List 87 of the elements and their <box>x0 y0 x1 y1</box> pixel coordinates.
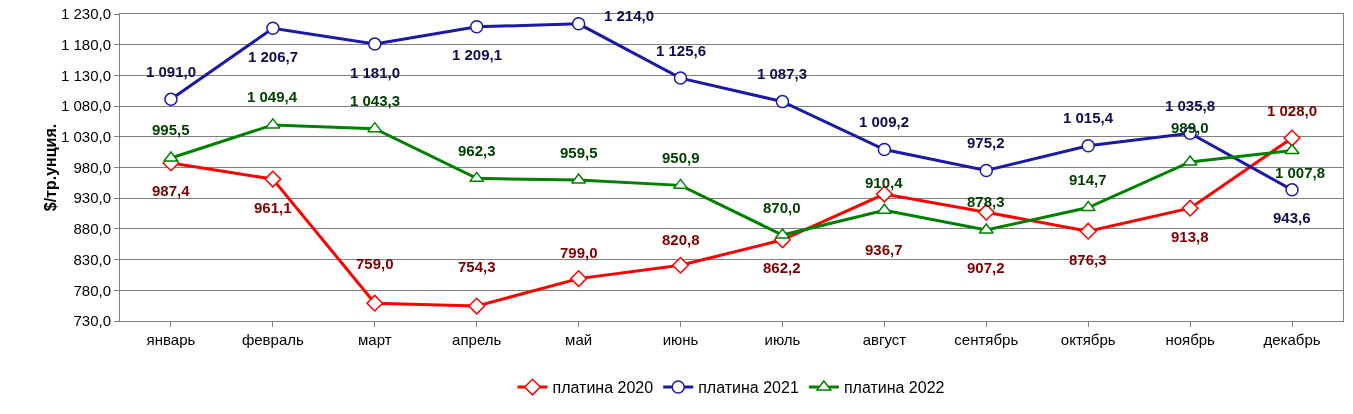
data-label: 987,4 <box>152 182 191 199</box>
y-tick-label: 930,0 <box>73 189 111 207</box>
point <box>571 17 586 31</box>
point <box>1080 200 1096 212</box>
data-label: 1 009,2 <box>859 113 910 130</box>
data-label: 1 091,0 <box>146 63 197 80</box>
x-tick-label: июнь <box>662 331 699 348</box>
point <box>164 92 178 107</box>
data-label: 1 007,8 <box>1275 164 1326 181</box>
point <box>673 71 688 85</box>
point <box>469 171 485 183</box>
x-tick-label: июль <box>764 331 801 348</box>
data-label: 962,3 <box>458 142 496 159</box>
y-axis-title: $/тр.унция. <box>41 123 59 212</box>
x-tick-label: февраль <box>241 331 305 348</box>
data-label: 820,8 <box>662 231 700 248</box>
data-label: 995,5 <box>152 121 190 138</box>
data-label: 754,3 <box>458 258 496 275</box>
y-tick-label: 880,0 <box>73 220 111 238</box>
data-label: 943,6 <box>1273 209 1311 226</box>
data-label: 1 209,1 <box>452 46 503 63</box>
data-label: 910,4 <box>865 174 904 191</box>
x-tick-label: март <box>358 331 392 348</box>
data-label: 1 049,4 <box>247 88 298 105</box>
data-label: 1 206,7 <box>248 48 299 65</box>
point <box>264 170 282 188</box>
y-tick-label: 780,0 <box>73 281 111 299</box>
data-label: 1 214,0 <box>604 7 655 24</box>
data-label: 1 028,0 <box>1267 102 1318 119</box>
y-tick-label: 730,0 <box>73 312 111 330</box>
data-label: 961,1 <box>254 199 292 216</box>
point <box>468 297 486 315</box>
point <box>1284 143 1300 155</box>
data-label: 907,2 <box>967 259 1005 276</box>
legend-label: платина 2022 <box>843 379 945 397</box>
x-tick-label: сентябрь <box>954 331 1019 348</box>
data-label: 1 015,4 <box>1063 109 1114 126</box>
data-label: 878,3 <box>967 193 1005 210</box>
legend-label: платина 2020 <box>552 379 654 397</box>
y-tick-label: 1 080,0 <box>60 97 111 115</box>
point <box>368 37 382 51</box>
x-tick-label: ноябрь <box>1165 331 1216 348</box>
point <box>1079 222 1097 240</box>
data-label: 975,2 <box>967 134 1005 151</box>
point <box>366 294 384 312</box>
point <box>672 178 689 190</box>
data-label: 913,8 <box>1171 228 1209 245</box>
point <box>570 270 588 288</box>
data-label: 936,7 <box>865 241 903 258</box>
x-tick-label: январь <box>146 331 196 348</box>
y-tick-label: 1 180,0 <box>60 35 111 53</box>
point <box>877 142 892 157</box>
y-tick-label: 980,0 <box>73 158 111 176</box>
point <box>671 256 690 274</box>
data-label: 1 181,0 <box>350 64 401 81</box>
data-label: 759,0 <box>356 255 394 272</box>
data-label: 876,3 <box>1069 251 1107 268</box>
point <box>1285 183 1299 197</box>
y-tick-label: 1 030,0 <box>60 128 111 146</box>
y-tick-label: 830,0 <box>73 250 111 268</box>
point <box>367 121 383 133</box>
data-label: 799,0 <box>560 244 598 261</box>
data-label: 870,0 <box>763 199 801 216</box>
x-tick-label: декабрь <box>1263 331 1321 348</box>
data-label: 989,0 <box>1171 119 1209 136</box>
data-label: 959,5 <box>560 144 598 161</box>
data-label: 1 043,3 <box>350 92 401 109</box>
data-label: 1 087,3 <box>757 65 808 82</box>
point <box>775 94 790 109</box>
data-label: 950,9 <box>662 149 700 166</box>
point <box>1081 139 1095 153</box>
point <box>1181 199 1199 217</box>
x-tick-label: октябрь <box>1060 331 1116 348</box>
data-label: 862,2 <box>763 259 801 276</box>
data-label: 914,7 <box>1069 171 1107 188</box>
x-tick-label: август <box>862 331 907 348</box>
point <box>469 20 484 34</box>
x-tick-label: май <box>565 331 593 348</box>
point <box>1283 129 1301 147</box>
x-tick-label: апрель <box>452 331 502 348</box>
point <box>979 163 994 178</box>
y-tick-label: 1 230,0 <box>60 5 111 23</box>
y-tick-label: 1 130,0 <box>60 66 111 84</box>
legend-label: платина 2021 <box>698 379 799 397</box>
data-label: 1 125,6 <box>656 42 707 59</box>
point <box>266 21 280 36</box>
data-label: 1 035,8 <box>1165 97 1216 114</box>
